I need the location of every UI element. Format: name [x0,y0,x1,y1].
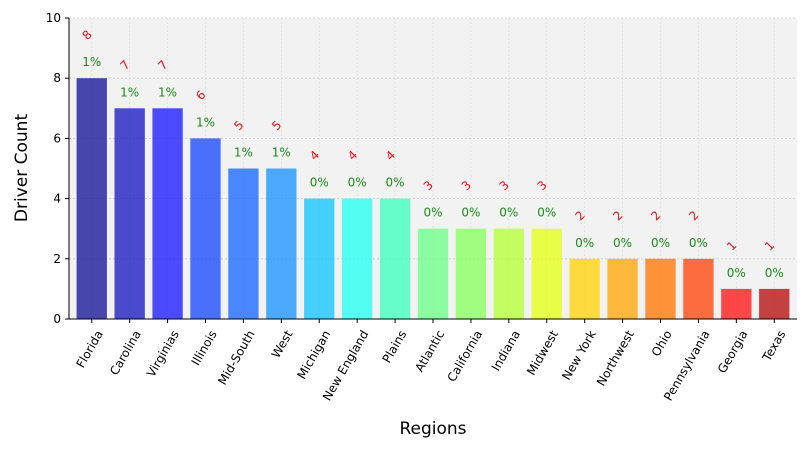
bar [76,78,107,319]
bar [569,258,600,319]
percent-label: 1% [158,85,177,99]
bar [759,288,790,319]
x-tick-label: California [445,328,486,384]
x-tick-label: Mid-South [215,328,257,387]
percent-label: 0% [689,236,708,250]
x-tick-label: Ohio [649,328,675,359]
bars [76,78,790,319]
x-tick-label: Michigan [294,328,333,382]
bar [455,228,487,319]
y-tick-label: 2 [53,252,61,266]
x-tick-label: Carolina [107,328,144,378]
percent-label: 1% [82,55,101,69]
bar [607,258,638,319]
percent-label: 0% [499,206,518,220]
percent-label: 0% [613,236,632,250]
percent-label: 0% [537,206,556,220]
x-tick-label: Illinois [189,328,220,368]
bar [417,228,449,319]
percent-label: 1% [272,146,291,160]
percent-label: 0% [386,176,405,190]
x-tick-label: Atlantic [412,328,447,375]
bar [114,108,145,319]
bar [304,198,335,319]
x-tick-label: West [269,328,296,361]
y-tick-label: 0 [53,312,61,326]
x-tick-label: Georgia [715,328,751,376]
bar [531,228,562,319]
percent-label: 1% [196,115,215,129]
bar [342,198,373,319]
bar [645,258,676,319]
percent-label: 0% [651,236,670,250]
percent-label: 0% [348,176,367,190]
y-tick-label: 8 [53,71,61,85]
bar [493,228,524,319]
x-tick-label: New York [559,328,599,383]
x-axis-title: Regions [399,419,466,439]
x-tick-label: Indiana [489,328,523,373]
x-tick-label: Texas [759,328,788,365]
percent-label: 1% [234,146,253,160]
bar [152,108,183,319]
y-axis-title: Driver Count [12,114,32,223]
percent-label: 0% [461,206,480,220]
bar [190,138,221,319]
x-tick-label: Northwest [594,328,637,389]
y-tick-label: 10 [46,11,61,25]
percent-label: 1% [120,85,139,99]
bar [228,168,259,319]
bar [721,288,752,319]
percent-label: 0% [423,206,442,220]
percent-label: 0% [575,236,594,250]
bar [379,198,411,319]
x-tick-label: Plains [380,328,410,365]
percent-label: 0% [765,266,784,280]
bar [266,168,297,319]
y-tick-label: 4 [53,192,61,206]
bar [683,258,714,319]
x-tick-label: Florida [73,328,106,370]
x-tick-label: Midwest [524,328,561,378]
y-tick-label: 6 [53,131,61,145]
x-tick-label: Virginias [144,328,182,380]
percent-label: 0% [310,176,329,190]
percent-label: 0% [727,266,746,280]
